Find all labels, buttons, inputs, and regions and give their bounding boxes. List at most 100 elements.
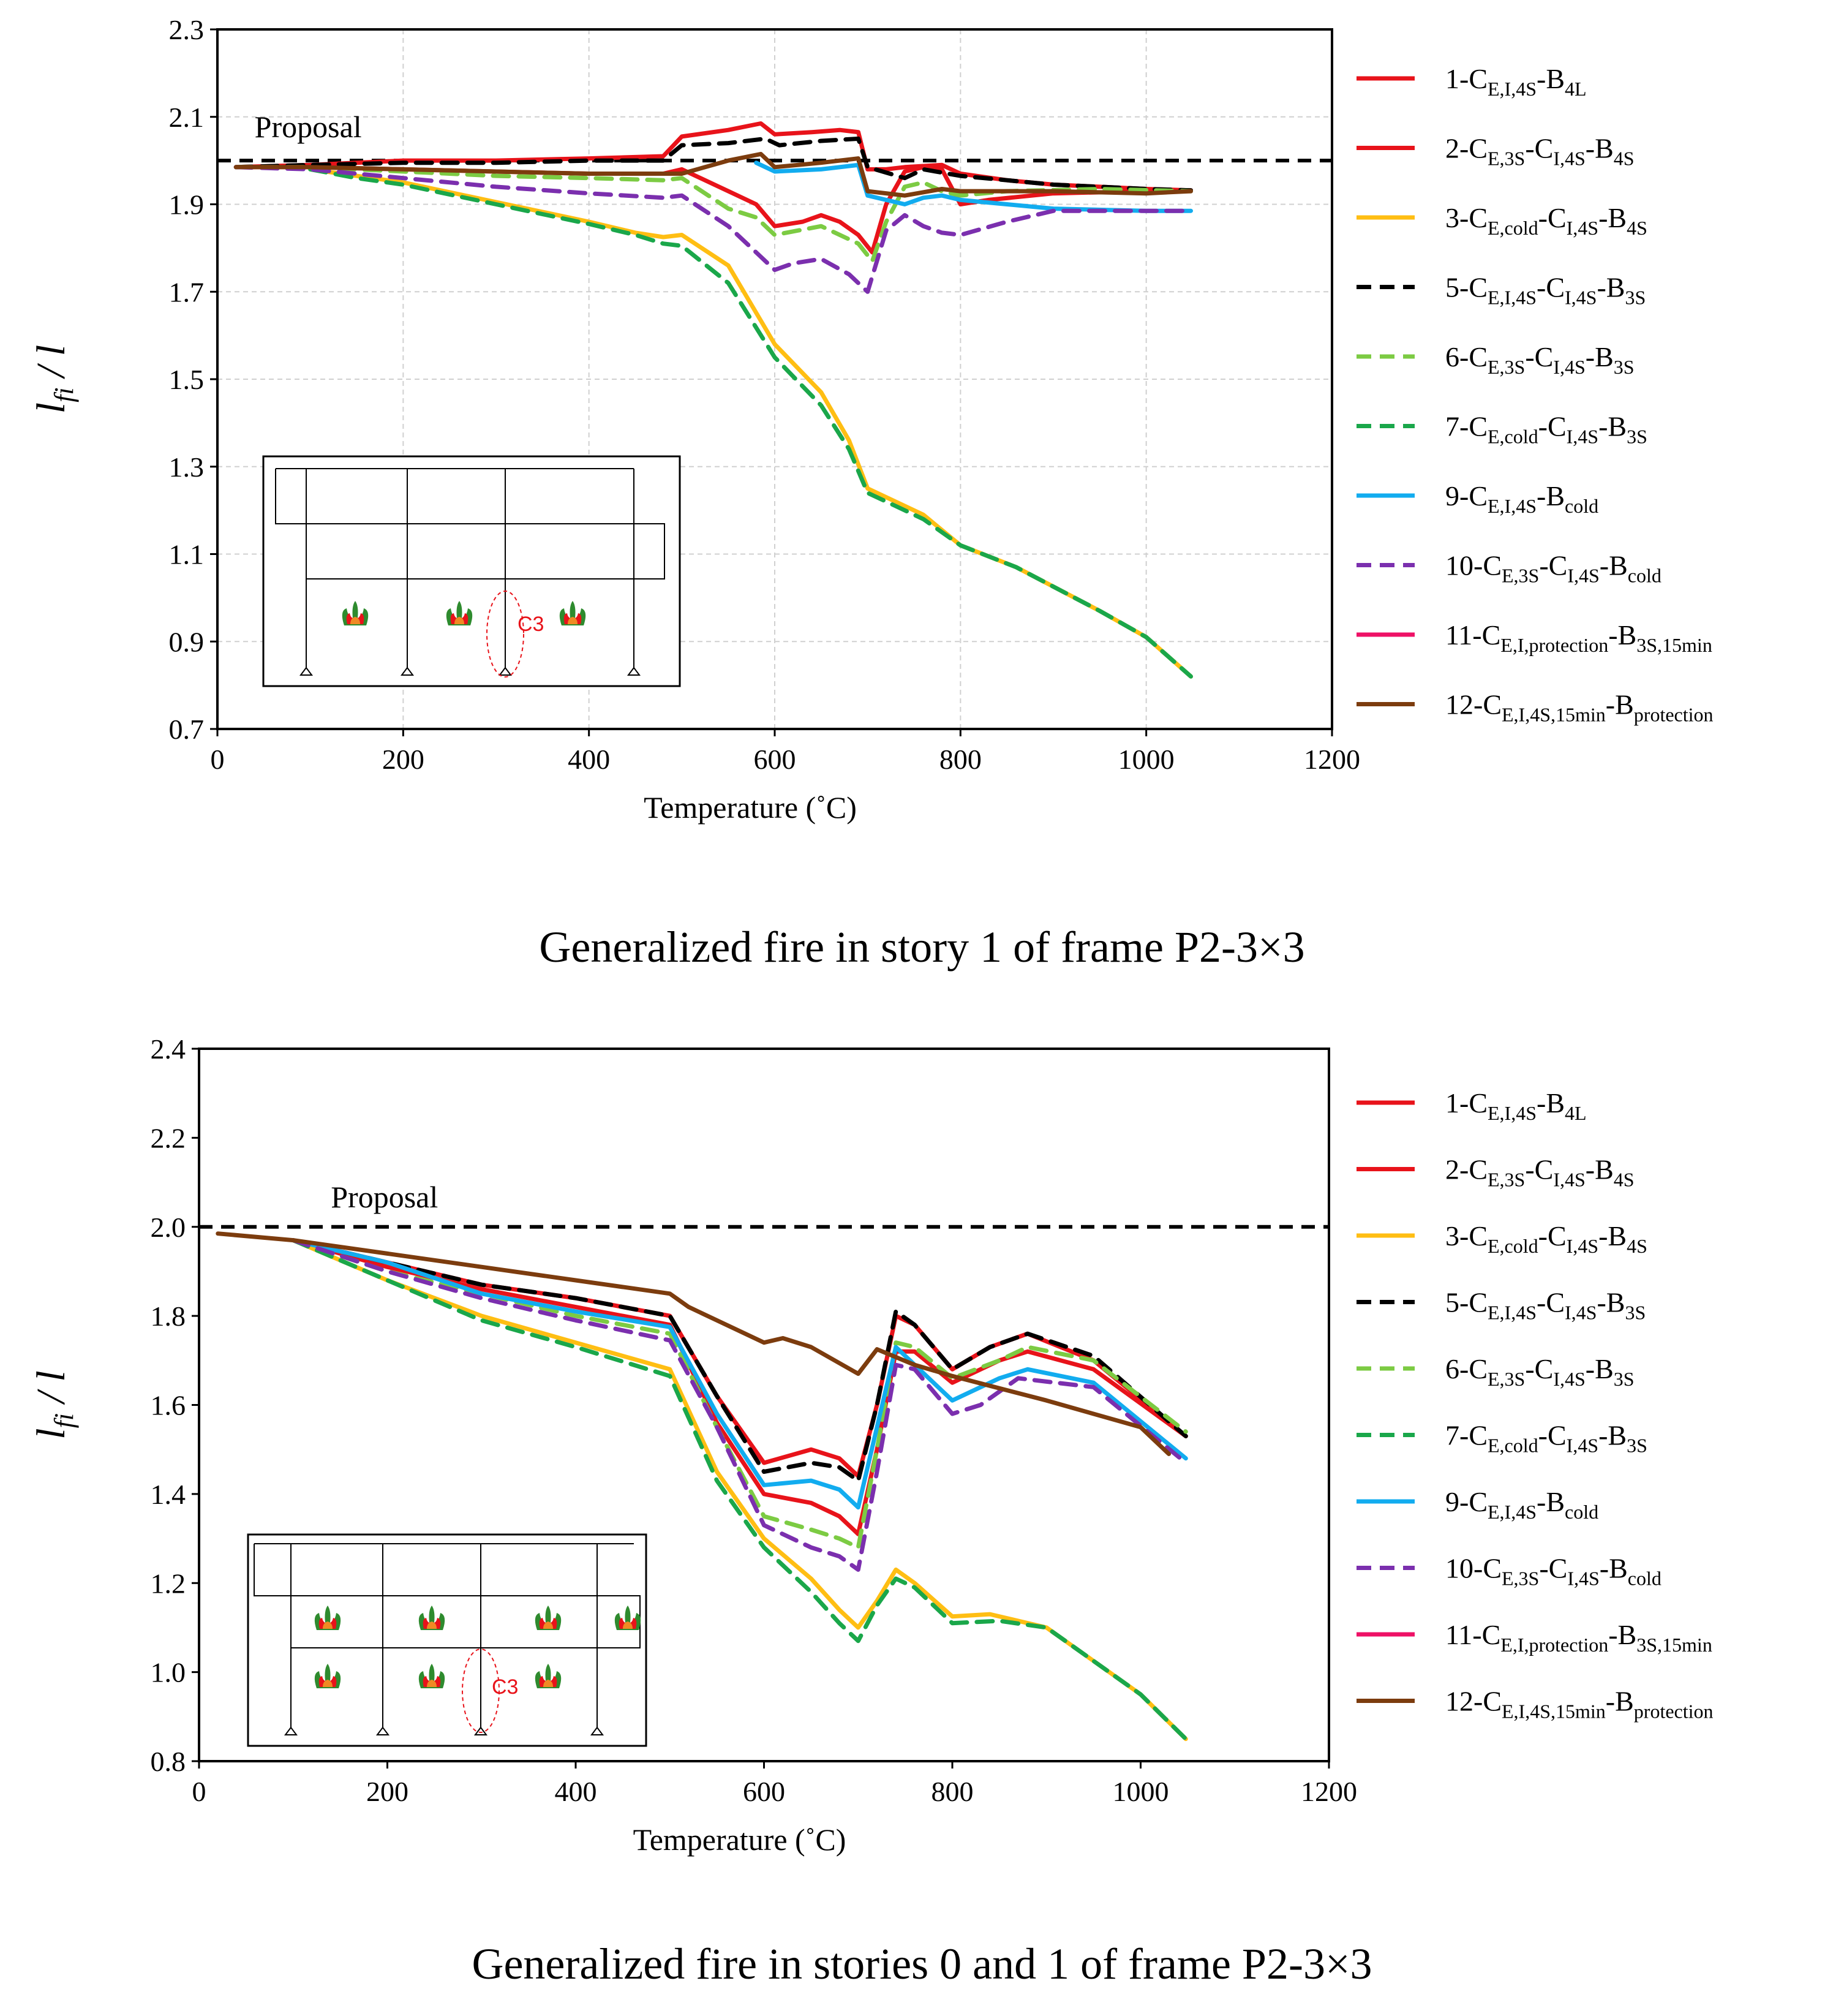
chart-1-y-tick-label: 2.3 xyxy=(169,14,205,45)
legend-subscript: E,3S xyxy=(1488,148,1525,170)
legend-subscript: 3S xyxy=(1627,426,1647,448)
legend-subscript: 4L xyxy=(1565,78,1587,100)
chart-1-x-tick-label: 0 xyxy=(211,744,225,775)
chart-1-x-tick-label: 800 xyxy=(939,744,982,775)
chart-2-y-axis-title-sub: fi xyxy=(49,1413,79,1428)
chart-1-legend-label-6: 7-CE,cold​-CI,4S​-B3S​ xyxy=(1445,411,1647,448)
legend-text-part: -B xyxy=(1606,1686,1634,1717)
chart-1-inset-support-icon xyxy=(499,666,512,676)
chart-2-inset-support-icon xyxy=(376,1726,389,1735)
chart-2-inset-fire-inner xyxy=(543,1680,553,1687)
legend-subscript: protection xyxy=(1634,704,1714,726)
chart-2-inset-support-icon xyxy=(590,1726,604,1735)
legend-text-part: 12-C xyxy=(1445,1686,1502,1717)
legend-subscript: I,4S xyxy=(1567,1568,1599,1590)
chart-2-inset-fire-inner xyxy=(323,1680,333,1687)
chart-1-y-tick-label: 2.1 xyxy=(169,102,205,133)
legend-subscript: 3S xyxy=(1625,1302,1646,1324)
chart-2-legend-label-8: 10-CE,3S​-CI,4S​-Bcold​ xyxy=(1445,1553,1661,1590)
chart-1-series-line-10 xyxy=(233,151,1193,198)
legend-subscript: E,3S xyxy=(1502,565,1539,587)
chart-1-x-axis-title: Temperature (˚C) xyxy=(644,790,857,825)
chart-2-series-line-4 xyxy=(291,1238,1188,1483)
legend-subscript: I,4S xyxy=(1553,356,1585,378)
chart-1-legend-label-2: 2-CE,3S​-CI,4S​-B4S​ xyxy=(1445,133,1635,170)
chart-2-x-tick-label: 200 xyxy=(366,1776,408,1807)
chart-1-inset-column-label: C3 xyxy=(517,613,544,636)
legend-text-part: 3-C xyxy=(1445,1220,1488,1252)
legend-text-part: 11-C xyxy=(1445,619,1500,651)
chart-1-legend-label-3: 3-CE,cold​-CI,4S​-B4S​ xyxy=(1445,202,1647,239)
chart-1-legend-label-4: 5-CE,I,4S​-CI,4S​-B3S​ xyxy=(1445,272,1646,309)
chart-2-x-tick-label: 1200 xyxy=(1301,1776,1357,1807)
legend-subscript: E,I,4S xyxy=(1488,78,1537,100)
chart-2-series-line-2 xyxy=(291,1238,1188,1536)
legend-text-part: -B xyxy=(1608,619,1636,651)
chart-1-x-tick-label: 1200 xyxy=(1304,744,1360,775)
legend-text-part: -C xyxy=(1537,1287,1565,1318)
chart-1-inset-highlight-ellipse xyxy=(486,591,524,678)
legend-text-part: -B xyxy=(1598,1420,1627,1451)
legend-text-part: -C xyxy=(1539,1553,1567,1584)
legend-subscript: I,4S xyxy=(1567,217,1598,239)
legend-text-part: -C xyxy=(1539,550,1567,581)
legend-text-part: -C xyxy=(1538,1420,1567,1451)
legend-text-part: -B xyxy=(1537,1087,1565,1119)
legend-text-part: -B xyxy=(1598,411,1627,442)
legend-text-part: -B xyxy=(1608,1619,1636,1650)
chart-1-legend-label-1: 1-CE,I,4S​-B4L​ xyxy=(1445,63,1587,100)
chart-2-proposal-annotation: Proposal xyxy=(331,1180,438,1214)
chart-1-x-tick-label: 1000 xyxy=(1118,744,1175,775)
chart-1-legend-label-7: 9-CE,I,4S​-Bcold​ xyxy=(1445,480,1598,517)
legend-text-part: -B xyxy=(1586,1353,1614,1384)
chart-1-y-axis-title-tail: / l xyxy=(29,345,73,388)
legend-subscript: 3S xyxy=(1627,1435,1647,1457)
chart-1-proposal-annotation: Proposal xyxy=(255,110,362,144)
legend-text-part: 9-C xyxy=(1445,480,1488,512)
chart-2-x-axis-title: Temperature (˚C) xyxy=(633,1822,846,1857)
legend-text-part: -B xyxy=(1600,550,1628,581)
chart-2-inset-frame xyxy=(247,1533,647,1747)
legend-subscript: E,I,4S xyxy=(1488,1302,1537,1324)
legend-subscript: I,4S xyxy=(1553,1169,1585,1191)
chart-2-inset-fire-inner xyxy=(427,1621,437,1629)
chart-2: C3 Proposal 0 200 400 600 800 1000 1200 0.8 1.0 1.2… xyxy=(29,1033,1714,1857)
legend-text-part: -C xyxy=(1525,341,1553,372)
legend-text-part: 5-C xyxy=(1445,1287,1488,1318)
chart-2-series-line-10 xyxy=(216,1231,1172,1456)
legend-text-part: 1-C xyxy=(1445,1087,1488,1119)
legend-subscript: 4S xyxy=(1614,148,1635,170)
chart-1-inset-support-icon xyxy=(401,666,414,676)
legend-subscript: E,cold xyxy=(1488,217,1538,239)
chart-2-legend-label-1: 1-CE,I,4S​-B4L​ xyxy=(1445,1087,1587,1124)
chart-1-y-tick-label: 1.7 xyxy=(169,276,205,308)
legend-text-part: -B xyxy=(1537,63,1565,94)
chart-2-inset-support-icon xyxy=(474,1726,487,1735)
legend-text-part: 7-C xyxy=(1445,411,1488,442)
legend-subscript: E,I,protection xyxy=(1500,1634,1608,1656)
chart-2-legend-label-5: 6-CE,3S​-CI,4S​-B3S​ xyxy=(1445,1353,1635,1390)
legend-text-part: -B xyxy=(1606,689,1634,720)
chart-2-y-axis-title-main: l xyxy=(29,1428,73,1439)
chart-2-inset-beam xyxy=(254,1544,641,1648)
legend-subscript: 4S xyxy=(1627,217,1647,239)
chart-1-legend-label-8: 10-CE,3S​-CI,4S​-Bcold​ xyxy=(1445,550,1661,587)
chart-1-y-tick-label: 1.5 xyxy=(169,364,205,395)
chart-2-x-tick-label: 400 xyxy=(555,1776,597,1807)
legend-subscript: 4S xyxy=(1614,1169,1635,1191)
chart-2-y-tick-label: 1.4 xyxy=(151,1479,186,1510)
chart-2-legend-label-10: 12-CE,I,4S,15min​-Bprotection​ xyxy=(1445,1686,1714,1723)
chart-2-series-line-3 xyxy=(291,1238,1188,1742)
legend-subscript: E,I,4S xyxy=(1488,1501,1537,1523)
chart-1-inset-fire-inner xyxy=(454,617,464,624)
chart-2-inset-column-label: C3 xyxy=(492,1675,518,1699)
legend-text-part: -B xyxy=(1600,1553,1628,1584)
legend-subscript: E,3S xyxy=(1488,1368,1525,1390)
chart-1-series-line-6 xyxy=(308,167,1193,679)
legend-subscript: 3S xyxy=(1625,287,1646,309)
chart-2-inset-fire-inner xyxy=(623,1621,633,1629)
chart-2-y-tick-label: 1.0 xyxy=(151,1657,186,1688)
legend-subscript: E,I,4S xyxy=(1488,495,1537,517)
legend-subscript: I,4S xyxy=(1565,1302,1597,1324)
